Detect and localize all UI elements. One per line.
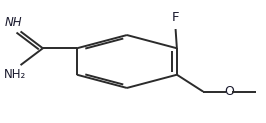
Text: O: O — [225, 85, 234, 98]
Text: NH: NH — [5, 16, 23, 29]
Text: NH₂: NH₂ — [4, 68, 26, 81]
Text: F: F — [172, 11, 179, 24]
